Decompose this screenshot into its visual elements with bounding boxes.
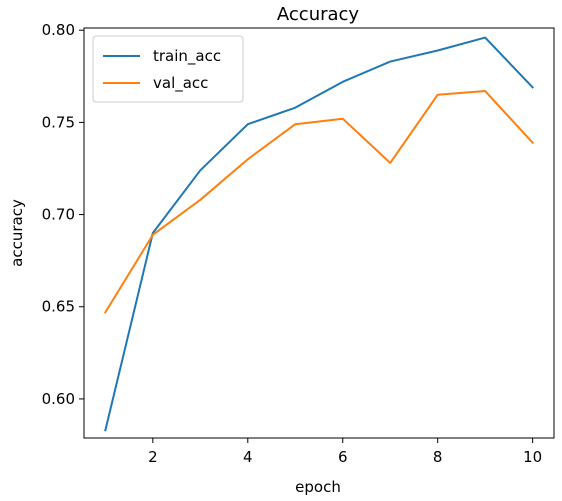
series-line-train-acc xyxy=(104,36,535,432)
y-tick-label: 0.65 xyxy=(42,298,75,316)
x-tick-label: 6 xyxy=(338,448,348,466)
y-tick-label: 0.70 xyxy=(42,206,75,224)
x-tick-label: 10 xyxy=(523,448,542,466)
x-axis-title: epoch xyxy=(295,478,341,496)
legend-label-train-acc: train_acc xyxy=(153,47,221,66)
y-axis-title: accuracy xyxy=(8,199,26,267)
chart-title: Accuracy xyxy=(277,4,360,25)
legend-label-val-acc: val_acc xyxy=(153,74,208,93)
y-tick-label: 0.75 xyxy=(42,113,75,131)
x-tick-label: 2 xyxy=(148,448,158,466)
x-tick-label: 4 xyxy=(243,448,253,466)
y-axis: 0.60 0.65 0.70 0.75 0.80 xyxy=(42,21,84,408)
series-layer xyxy=(103,36,535,432)
series-line-val-acc xyxy=(103,90,535,314)
legend: train_acc val_acc xyxy=(92,35,244,103)
legend-frame xyxy=(92,35,244,103)
x-axis: 2 4 6 8 10 xyxy=(148,438,542,466)
y-tick-label: 0.60 xyxy=(42,390,75,408)
x-tick-label: 8 xyxy=(433,448,443,466)
y-tick-label: 0.80 xyxy=(42,21,75,39)
